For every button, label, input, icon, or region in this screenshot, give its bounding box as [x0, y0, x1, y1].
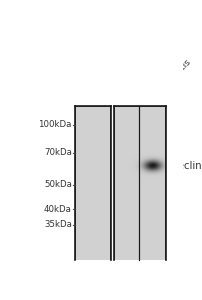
Text: Mouse testis: Mouse testis [146, 58, 192, 105]
Text: 40kDa: 40kDa [44, 205, 72, 214]
Text: 35kDa: 35kDa [44, 220, 72, 229]
Text: Beclin 1: Beclin 1 [170, 160, 202, 171]
Bar [25, 106, 75, 260]
Bar [165, 106, 182, 260]
Text: 100kDa: 100kDa [38, 120, 72, 129]
Bar [110, 106, 114, 260]
Text: HeLa: HeLa [86, 82, 109, 105]
Bar [114, 106, 165, 260]
Text: 70kDa: 70kDa [44, 148, 72, 157]
Text: Mouse lung: Mouse lung [120, 61, 163, 105]
Text: 70kDa: 70kDa [44, 148, 72, 157]
Text: 50kDa: 50kDa [44, 180, 72, 189]
Bar [25, 260, 182, 267]
Text: 40kDa: 40kDa [44, 205, 72, 214]
Bar [25, 36, 182, 106]
Bar [75, 106, 110, 260]
Text: 100kDa: 100kDa [38, 120, 72, 129]
Text: 50kDa: 50kDa [44, 180, 72, 189]
Text: 35kDa: 35kDa [44, 220, 72, 229]
